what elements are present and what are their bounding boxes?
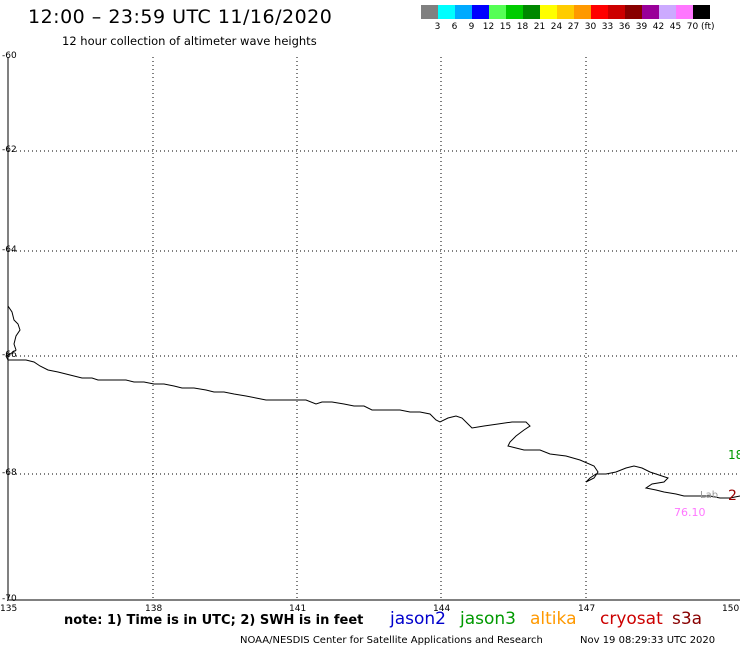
legend-swatch [506, 5, 523, 19]
legend-swatch [540, 5, 557, 19]
legend-label: 30 [584, 22, 597, 32]
graticule [8, 57, 740, 600]
legend-label: 18 [516, 22, 529, 32]
legend-label: 36 [618, 22, 631, 32]
map-title: 12:00 – 23:59 UTC 11/16/2020 [28, 6, 333, 28]
legend-label: 42 [652, 22, 665, 32]
latitude-label: -62 [2, 145, 17, 155]
legend-label: 33 [601, 22, 614, 32]
legend-label: 9 [468, 22, 475, 32]
longitude-label: 135 [0, 604, 18, 614]
legend-swatch [489, 5, 506, 19]
legend-label: 24 [550, 22, 563, 32]
longitude-label: 150 [722, 604, 740, 614]
wave-height-annotation: 76.10 [674, 506, 706, 519]
legend-label: 70 [686, 22, 699, 32]
legend-swatch [642, 5, 659, 19]
longitude-label: 147 [578, 604, 596, 614]
legend-swatch [472, 5, 489, 19]
legend-label: 12 [482, 22, 495, 32]
latitude-label: -70 [2, 594, 17, 604]
wave-height-annotation: 2 [728, 488, 737, 504]
legend-label: 15 [499, 22, 512, 32]
legend-unit: (ft) [701, 22, 715, 32]
legend-swatch [693, 5, 710, 19]
latitude-label: -60 [2, 51, 17, 61]
latitude-label: -64 [2, 245, 17, 255]
legend-label: 3 [434, 22, 441, 32]
credit-text: NOAA/NESDIS Center for Satellite Applica… [240, 635, 543, 646]
legend-label: 39 [635, 22, 648, 32]
longitude-label: 138 [145, 604, 163, 614]
satellite-label-altika: altika [530, 609, 577, 629]
wave-height-annotation: 18 [728, 448, 740, 462]
legend-swatch [574, 5, 591, 19]
satellite-label-jason3: jason3 [460, 609, 516, 629]
map-subtitle: 12 hour collection of altimeter wave hei… [62, 34, 317, 48]
footnote: note: 1) Time is in UTC; 2) SWH is in fe… [64, 613, 364, 628]
legend-swatch [557, 5, 574, 19]
legend-swatch [676, 5, 693, 19]
legend-label: 21 [533, 22, 546, 32]
legend-label: 6 [451, 22, 458, 32]
satellite-label-cryosat: cryosat [600, 609, 663, 629]
legend-swatch [421, 5, 438, 19]
legend-swatch [625, 5, 642, 19]
longitude-label: 144 [433, 604, 451, 614]
latitude-label: -68 [2, 468, 17, 478]
legend-swatch [608, 5, 625, 19]
generation-timestamp: Nov 19 08:29:33 UTC 2020 [580, 635, 716, 646]
legend-swatch [438, 5, 455, 19]
legend-swatch [591, 5, 608, 19]
wave-height-annotation: Lab [700, 490, 719, 501]
legend-swatch [455, 5, 472, 19]
legend-label: 27 [567, 22, 580, 32]
antarctic-coastline [5, 305, 740, 499]
legend-swatch [523, 5, 540, 19]
longitude-label: 141 [289, 604, 307, 614]
legend-swatch [659, 5, 676, 19]
satellite-label-jason2: jason2 [390, 609, 446, 629]
latitude-label: -66 [2, 350, 17, 360]
legend-label: 45 [669, 22, 682, 32]
satellite-label-s3a: s3a [672, 609, 703, 629]
